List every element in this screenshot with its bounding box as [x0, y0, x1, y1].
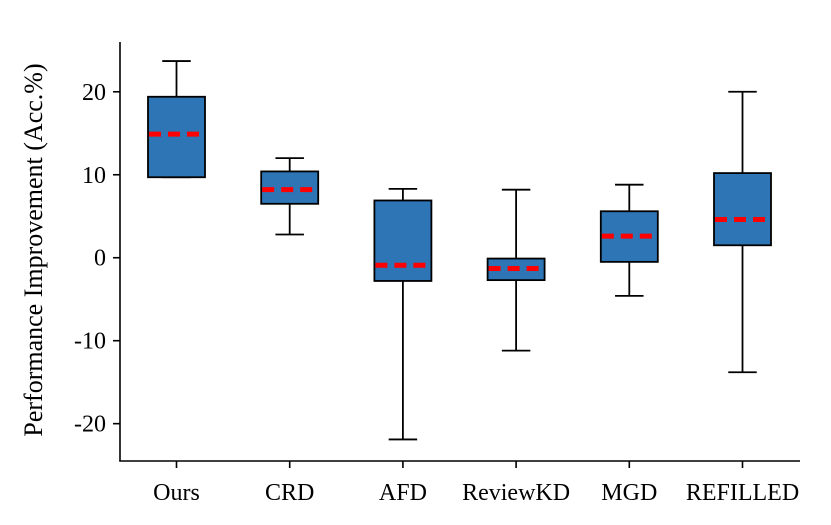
y-tick-label: -10	[74, 329, 106, 355]
y-axis-ticks: -20 -10 0 10 20	[74, 80, 120, 438]
x-axis-labels: Ours CRD AFD ReviewKD MGD REFILLED	[153, 461, 799, 506]
box-body	[373, 199, 433, 282]
y-axis-label: Performance Improvement (Acc.%)	[19, 63, 48, 436]
x-tick-label: Ours	[153, 480, 200, 506]
y-tick-label: -20	[74, 412, 106, 438]
y-tick-label: 0	[94, 246, 106, 272]
x-tick-label: REFILLED	[686, 480, 799, 506]
box-mgd	[599, 183, 659, 297]
box-body	[713, 172, 772, 247]
box-afd	[373, 187, 433, 441]
box-refilled	[713, 90, 772, 374]
y-tick-label: 20	[82, 80, 106, 106]
box-ours	[147, 60, 206, 179]
box-crd	[260, 157, 320, 236]
x-tick-label: AFD	[379, 480, 427, 506]
x-tick-label: ReviewKD	[462, 480, 570, 506]
x-tick-label: MGD	[601, 480, 657, 506]
boxes-layer	[147, 60, 772, 441]
box-body	[147, 95, 206, 179]
box-reviewkd	[486, 188, 546, 352]
x-tick-label: CRD	[265, 480, 314, 506]
y-tick-label: 10	[82, 163, 106, 189]
